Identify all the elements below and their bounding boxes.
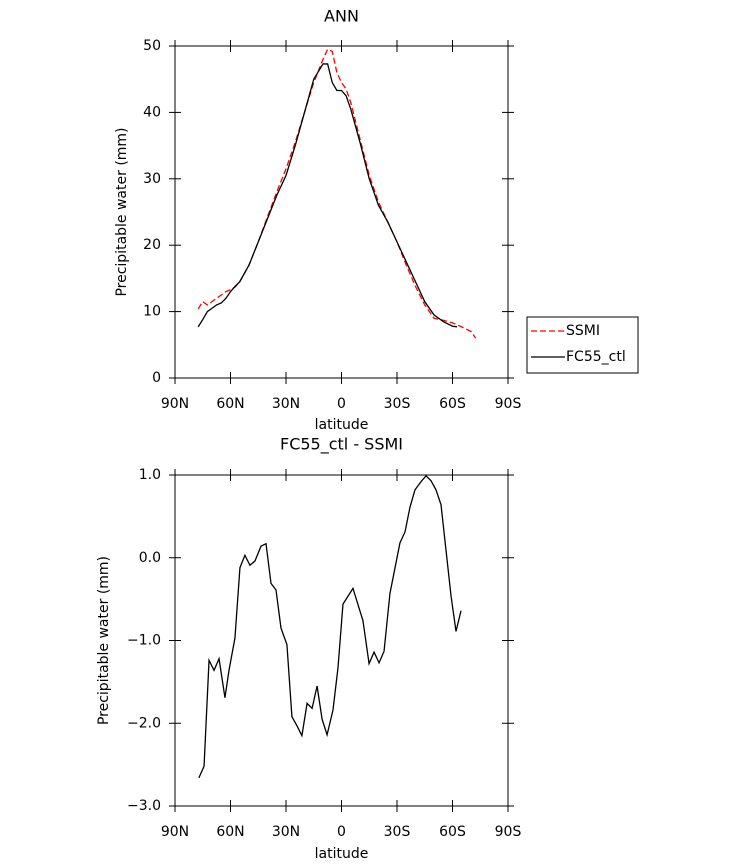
x-tick-label: 30S xyxy=(384,824,411,840)
x-tick-label: 30N xyxy=(272,396,300,412)
y-tick-label: −1.0 xyxy=(127,633,161,649)
y-tick-label: 20 xyxy=(143,237,161,253)
legend-label: FC55_ctl xyxy=(566,349,626,365)
data-line xyxy=(198,474,462,779)
plot-frame xyxy=(174,45,509,379)
y-axis-label: Precipitable water (mm) xyxy=(114,127,130,296)
x-tick-label: 60S xyxy=(439,824,466,840)
x-tick-label: 0 xyxy=(337,396,346,412)
x-tick-label: 60N xyxy=(216,824,244,840)
legend-box xyxy=(526,316,639,374)
x-tick-label: 60S xyxy=(439,396,466,412)
chart-title: FC55_ctl - SSMI xyxy=(280,435,403,455)
y-tick-label: −2.0 xyxy=(127,715,161,731)
y-axis-label: Precipitable water (mm) xyxy=(96,556,112,725)
y-tick-label: 30 xyxy=(143,171,161,187)
y-tick-label: 10 xyxy=(143,304,161,320)
x-axis-label: latitude xyxy=(315,846,369,862)
x-tick-label: 90N xyxy=(161,396,189,412)
data-line xyxy=(197,63,458,328)
x-tick-label: 90S xyxy=(495,396,522,412)
data-line xyxy=(197,48,477,339)
y-tick-label: 0 xyxy=(152,370,161,386)
y-tick-label: 0.0 xyxy=(139,550,161,566)
x-tick-label: 90S xyxy=(495,824,522,840)
y-tick-label: 40 xyxy=(143,104,161,120)
chart-title: ANN xyxy=(324,7,359,26)
x-axis-label: latitude xyxy=(315,417,369,433)
y-tick-label: −3.0 xyxy=(127,798,161,814)
legend-label: SSMI xyxy=(566,323,600,339)
x-tick-label: 60N xyxy=(216,396,244,412)
y-tick-label: 50 xyxy=(143,38,161,54)
x-tick-label: 30N xyxy=(272,824,300,840)
x-tick-label: 30S xyxy=(384,396,411,412)
plot-frame xyxy=(174,474,509,807)
x-tick-label: 90N xyxy=(161,824,189,840)
x-tick-label: 0 xyxy=(337,824,346,840)
y-tick-label: 1.0 xyxy=(139,467,161,483)
